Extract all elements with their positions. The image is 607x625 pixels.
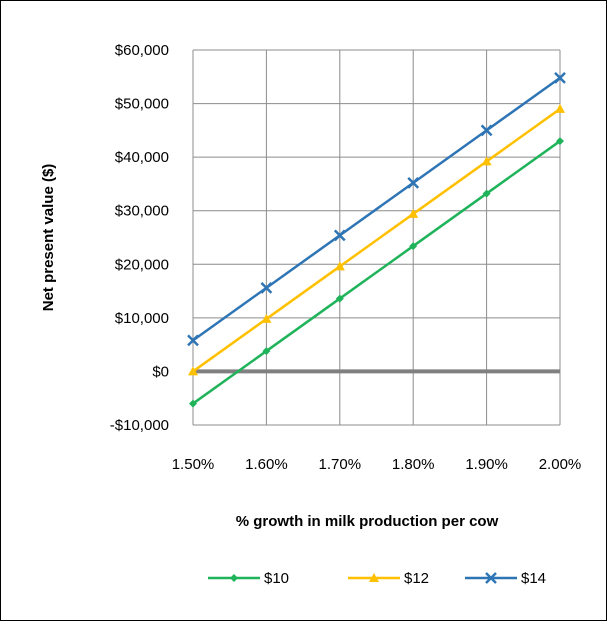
x-marker: [187, 334, 199, 347]
legend-label: $10: [264, 570, 289, 587]
y-axis-tick-labels: -$10,000 $0 $10,000 $20,000 $30,000 $40,000 $5…: [110, 42, 169, 434]
grid-lines: [192, 49, 561, 426]
x-marker: [333, 229, 346, 242]
y-tick-label: $50,000: [115, 96, 169, 113]
series-12: [188, 103, 565, 376]
x-tick-label: 2.00%: [539, 456, 582, 473]
x-marker: [407, 176, 420, 189]
y-tick-label: $30,000: [115, 203, 169, 220]
x-tick-label: 1.80%: [392, 456, 435, 473]
x-tick-label: 1.50%: [172, 456, 215, 473]
triangle-marker: [188, 366, 198, 376]
series-group: [187, 71, 566, 408]
x-axis-title: % growth in milk production per cow: [236, 513, 499, 530]
legend-item: $12: [348, 570, 429, 587]
diamond-marker: [335, 294, 344, 303]
triangle-marker: [481, 156, 492, 166]
diamond-marker: [189, 399, 197, 408]
legend-item: $10: [208, 570, 289, 587]
series-14: [187, 71, 566, 347]
triangle-marker: [408, 208, 419, 218]
diamond-marker: [230, 574, 238, 582]
x-tick-label: 1.70%: [319, 456, 362, 473]
y-tick-label: -$10,000: [110, 417, 169, 434]
x-tick-label: 1.90%: [465, 456, 508, 473]
series-line: [192, 76, 561, 342]
legend: $10 $12 $14: [208, 570, 546, 587]
legend-label: $12: [404, 570, 429, 587]
diamond-marker: [409, 242, 418, 251]
x-marker: [485, 572, 497, 584]
triangle-marker: [334, 261, 345, 271]
series-line: [192, 140, 561, 405]
series-10: [189, 137, 564, 408]
y-axis-title: Net present value ($): [40, 164, 57, 312]
x-marker: [480, 124, 493, 137]
triangle-marker: [369, 573, 379, 582]
y-tick-label: $0: [152, 363, 169, 380]
diamond-marker: [262, 347, 271, 356]
x-tick-label: 1.60%: [245, 456, 288, 473]
y-tick-label: $60,000: [115, 42, 169, 59]
legend-item: $14: [465, 570, 546, 587]
x-marker: [260, 281, 273, 294]
triangle-marker: [261, 313, 272, 323]
diamond-marker: [482, 189, 491, 198]
y-tick-label: $20,000: [115, 256, 169, 273]
diamond-marker: [556, 137, 564, 146]
x-marker: [554, 71, 566, 84]
series-line: [192, 107, 561, 373]
triangle-marker: [555, 103, 565, 113]
y-tick-label: $10,000: [115, 310, 169, 327]
y-tick-label: $40,000: [115, 149, 169, 166]
x-axis-tick-labels: 1.50% 1.60% 1.70% 1.80% 1.90% 2.00%: [172, 456, 582, 473]
legend-label: $14: [521, 570, 546, 587]
